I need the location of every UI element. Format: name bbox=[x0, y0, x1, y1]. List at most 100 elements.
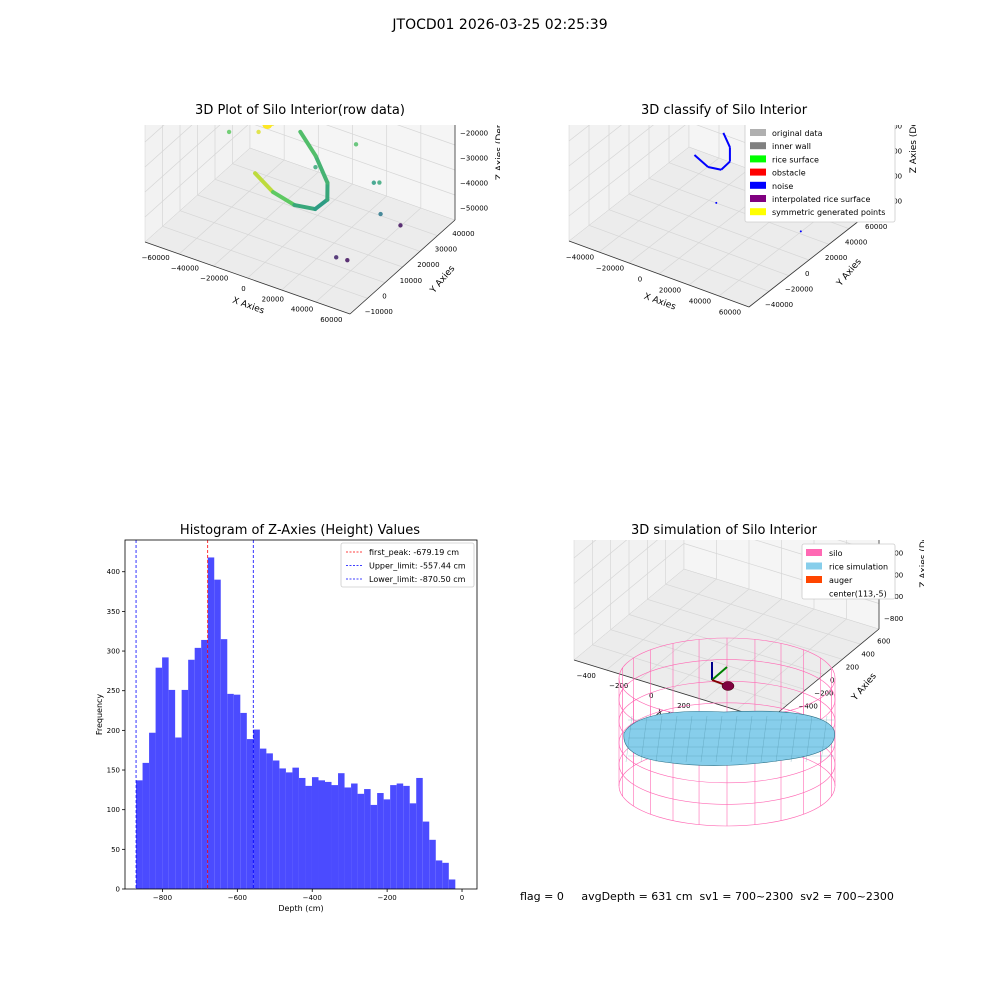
p2-legend-label: original data bbox=[772, 129, 823, 138]
p4-y-tick-label: 200 bbox=[846, 664, 859, 672]
p3-histogram-bar bbox=[422, 821, 430, 889]
p3-plot-frame bbox=[124, 539, 478, 890]
p1-data-arc-segment bbox=[313, 153, 330, 185]
p4-rice-mesh-line bbox=[670, 715, 678, 763]
p3-y-tick-label: 350 bbox=[107, 608, 120, 616]
p3-histogram-bar bbox=[351, 783, 358, 889]
p2-x-axis-label: X Axies bbox=[642, 292, 677, 313]
p2-x-tick-label: 60000 bbox=[719, 309, 741, 317]
p2-gridline bbox=[568, 125, 590, 142]
p3-x-axis-label: Depth (cm) bbox=[278, 904, 323, 913]
p1-z-tick-label: −40000 bbox=[460, 180, 488, 188]
p4-rice-mesh-line bbox=[700, 715, 708, 763]
p2-legend-swatch bbox=[750, 155, 766, 163]
p3-x-tick-label: −200 bbox=[378, 894, 397, 902]
p3-histogram-bar bbox=[298, 777, 306, 889]
p2-noise-arc-segment bbox=[693, 154, 709, 168]
p1-data-point bbox=[256, 129, 261, 135]
p4-rice-mesh-line bbox=[715, 715, 723, 763]
panel1-3d-scatter: −60000−40000−200000200004000060000−10000… bbox=[142, 125, 500, 324]
p4-rice-mesh-line bbox=[805, 715, 813, 763]
p3-histogram-bar bbox=[136, 780, 143, 889]
p4-legend-box bbox=[801, 543, 896, 600]
p3-histogram-bar bbox=[181, 689, 189, 889]
p1-y-tick-label: 40000 bbox=[452, 230, 474, 238]
p3-histogram-bar bbox=[305, 785, 312, 889]
p2-y-tick-label: 60000 bbox=[865, 223, 887, 231]
p1-data-arc-segment bbox=[313, 197, 330, 212]
p2-legend-label: interpolated rice surface bbox=[772, 195, 870, 204]
p2-legend-swatch bbox=[750, 181, 766, 189]
p3-histogram-bar bbox=[442, 862, 449, 889]
p3-histogram-bar bbox=[155, 667, 163, 889]
p3-histogram-bar bbox=[207, 557, 215, 889]
p2-legend-swatch bbox=[750, 195, 766, 202]
p3-histogram-bar bbox=[435, 860, 443, 889]
p2-y-tick-label: −20000 bbox=[785, 286, 813, 294]
p1-data-point bbox=[371, 180, 377, 185]
p1-y-tick-label: 20000 bbox=[417, 261, 439, 269]
p1-x-tick-label: −40000 bbox=[171, 264, 199, 272]
p4-x-tick-label: −400 bbox=[577, 672, 596, 680]
p4-y-tick-label: 600 bbox=[877, 638, 890, 646]
p3-histogram-bar bbox=[233, 694, 241, 889]
p1-data-point bbox=[353, 142, 359, 147]
p3-histogram-bar bbox=[188, 659, 195, 889]
p3-y-tick-label: 250 bbox=[107, 687, 120, 695]
p2-legend-label: rice surface bbox=[772, 155, 819, 164]
p1-axes-box: −60000−40000−200000200004000060000−10000… bbox=[142, 125, 500, 324]
p3-histogram-bar bbox=[292, 767, 299, 889]
p3-histogram-bar bbox=[175, 737, 182, 889]
p4-x-axis-line bbox=[573, 659, 770, 721]
panel4-title: 3D simulation of Silo Interior bbox=[631, 523, 817, 538]
p3-histogram-bar bbox=[149, 732, 156, 889]
p3-histogram-bar bbox=[311, 777, 319, 889]
p2-noise-arc-segment bbox=[722, 132, 731, 148]
p3-histogram-bar bbox=[194, 647, 202, 889]
p4-auger-body bbox=[721, 681, 735, 691]
p3-histogram-bar bbox=[279, 768, 286, 889]
p1-data-point bbox=[334, 255, 339, 260]
p4-x-tick-label: 0 bbox=[649, 692, 653, 700]
p3-legend-box bbox=[340, 542, 475, 588]
p3-legend-label: Lower_limit: -870.50 cm bbox=[369, 575, 466, 584]
p3-histogram-bar bbox=[338, 773, 345, 889]
p2-y-tick-label: 40000 bbox=[845, 239, 867, 247]
p3-histogram-bar bbox=[168, 689, 176, 889]
p3-y-tick-label: 400 bbox=[107, 568, 120, 576]
p1-data-point bbox=[313, 164, 318, 170]
p1-y-tick-label: 30000 bbox=[435, 246, 457, 254]
p1-x-tick-label: 20000 bbox=[262, 295, 284, 303]
p3-x-tick-label: −800 bbox=[153, 894, 172, 902]
figure-title: JTOCD01 2026-03-25 02:25:39 bbox=[392, 17, 608, 33]
p3-x-tick-label: 0 bbox=[460, 894, 464, 902]
p1-z-tick-label: −50000 bbox=[460, 205, 488, 213]
p3-histogram-bar bbox=[285, 772, 293, 889]
p4-y-axis-label: Y Axies bbox=[850, 671, 879, 703]
p4-legend-label: auger bbox=[829, 576, 853, 585]
p2-legend-swatch bbox=[750, 129, 766, 136]
p4-rice-mesh-line bbox=[820, 715, 828, 763]
p2-y-axis-line bbox=[748, 212, 870, 308]
p2-legend-label: noise bbox=[772, 182, 793, 191]
p2-y-tick-label: 0 bbox=[805, 270, 809, 278]
p4-rice-mesh-line bbox=[790, 715, 798, 763]
p3-histogram-bar bbox=[253, 729, 260, 889]
p3-histogram-bar bbox=[220, 639, 228, 889]
p3-histogram-bar bbox=[240, 712, 247, 889]
p4-auger-axis-y bbox=[711, 666, 728, 681]
p1-data-point bbox=[345, 257, 350, 263]
panel3-histogram: −800 −600 −400 −200 0 0 50 100 150 200 250 300 350 40… bbox=[95, 539, 478, 913]
p1-data-cluster bbox=[262, 125, 273, 130]
p4-legend-swatch bbox=[806, 576, 822, 583]
p3-histogram-bar bbox=[214, 579, 221, 889]
p4-rice-mesh-line bbox=[625, 715, 633, 763]
p4-legend-swatch bbox=[806, 549, 822, 556]
p3-x-tick-label: −400 bbox=[303, 894, 322, 902]
p4-legend: silo rice simulation auger center(113,-5) bbox=[801, 543, 896, 600]
p3-histogram-bar bbox=[357, 793, 365, 889]
p2-legend-label: inner wall bbox=[772, 142, 811, 151]
p1-data-point bbox=[226, 129, 232, 135]
p2-legend-box bbox=[744, 125, 896, 223]
p4-y-axis-line bbox=[768, 628, 880, 721]
